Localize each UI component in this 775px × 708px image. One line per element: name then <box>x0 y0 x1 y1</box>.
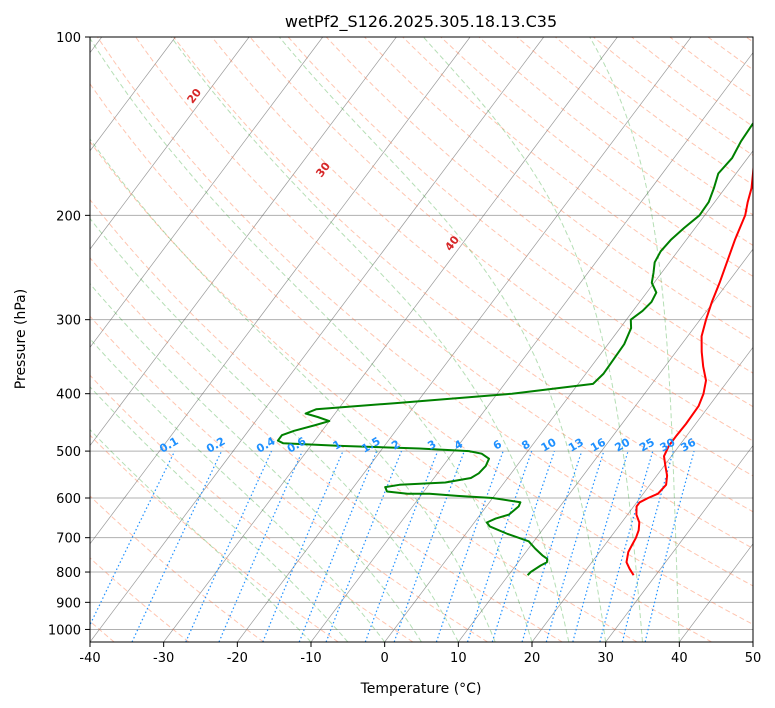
mixing-ratio-line <box>491 450 555 642</box>
isotherm-line <box>310 52 753 642</box>
y-tick-label: 900 <box>56 596 81 611</box>
axes: -40 -30 -20 -10 0 10 20 30 40 50 100 200 300 400 500 60… <box>48 31 761 666</box>
plot-frame <box>89 36 754 643</box>
moist-adiabat-line <box>278 37 607 642</box>
isotherm-line <box>90 37 250 250</box>
isotherm-line <box>605 444 753 642</box>
moist-adiabat-line <box>90 386 349 642</box>
isotherm-line <box>90 37 545 642</box>
chart-title: wetPf2_S126.2025.305.18.13.C35 <box>285 12 557 32</box>
dry-adiabat-line <box>173 37 753 513</box>
mixing-ratio-line <box>521 450 583 642</box>
mixing-ratio-line <box>621 450 674 642</box>
isotherm-line <box>458 248 753 642</box>
dry-adiabat-line <box>96 37 753 587</box>
mixing-ratio-line <box>599 450 654 642</box>
mixing-ratio-line <box>185 450 273 642</box>
mixing-ratio-line <box>262 450 344 642</box>
x-tick-label: 0 <box>381 651 389 666</box>
dry-adiabat-line <box>90 557 190 642</box>
dry-adiabat-line <box>90 315 488 642</box>
x-tick-label: 50 <box>745 651 762 666</box>
mixing-ratio-line <box>644 450 695 642</box>
dry-adiabat-line <box>90 257 563 642</box>
isotherm-line <box>163 37 618 642</box>
isotherm-line <box>90 37 471 545</box>
dry-adiabat-line <box>90 198 638 642</box>
moist-adiabat-line <box>422 37 643 642</box>
x-tick-label: 40 <box>671 651 688 666</box>
isotherm-line <box>90 37 397 447</box>
dry-adiabat-line <box>90 83 753 625</box>
data-series <box>276 122 753 576</box>
mixing-ratio-line <box>466 450 533 642</box>
mixing-ratio-line <box>90 450 176 627</box>
moist-adiabat-line <box>90 217 459 642</box>
y-tick-label: 800 <box>56 566 81 581</box>
mixing-ratio-line <box>325 450 403 642</box>
y-tick-label: 1000 <box>48 623 81 638</box>
x-tick-label: -20 <box>227 651 248 666</box>
dry-adiabat-line <box>364 37 753 341</box>
x-tick-label: -40 <box>79 651 100 666</box>
y-tick-label: 400 <box>56 388 81 403</box>
mixing-ratio-line <box>298 450 378 642</box>
isotherm-line <box>384 150 753 642</box>
dry-adiabat-line <box>211 37 753 477</box>
moist-adiabat-line <box>170 37 570 642</box>
x-axis-label: Temperature (°C) <box>360 681 482 697</box>
dry-adiabat-line <box>249 37 753 442</box>
moist-adiabat-line <box>90 282 422 642</box>
isotherm-line <box>237 37 692 642</box>
isotherm-line <box>90 37 176 152</box>
mixing-ratio-line <box>364 450 439 642</box>
temperature-profile-line <box>625 161 753 576</box>
mixing-ratio-line <box>572 450 629 642</box>
dry-adiabat-line <box>90 374 414 642</box>
y-tick-label: 700 <box>56 532 81 547</box>
dry-adiabat-line <box>325 37 753 374</box>
mixing-ratio-line <box>435 450 504 642</box>
moist-adiabat-line <box>90 138 496 642</box>
dry-adiabat-line <box>90 140 712 642</box>
y-tick-label: 200 <box>56 209 81 224</box>
moist-adiabat-line <box>589 37 680 642</box>
x-tick-label: -10 <box>300 651 321 666</box>
x-tick-label: 20 <box>524 651 541 666</box>
dry-adiabat-line <box>135 37 753 550</box>
x-tick-label: 10 <box>450 651 467 666</box>
isotherm-line <box>531 346 753 642</box>
y-tick-label: 600 <box>56 492 81 507</box>
y-tick-label: 500 <box>56 445 81 460</box>
dewpoint-profile-line <box>276 122 753 576</box>
mixing-ratio-line <box>218 450 303 642</box>
y-axis-label: Pressure (hPa) <box>13 289 29 389</box>
y-tick-label: 300 <box>56 314 81 329</box>
moist-adiabat-line <box>90 37 533 642</box>
x-tick-label: -30 <box>153 651 174 666</box>
mixing-ratio-line <box>545 450 605 642</box>
y-tick-label: 100 <box>56 31 81 46</box>
dry-adiabat-line <box>90 434 339 642</box>
dry-adiabat-line <box>402 37 753 309</box>
dry-adiabat-line <box>90 495 264 642</box>
background-lines <box>90 37 753 642</box>
isotherm-line <box>90 37 324 348</box>
moist-adiabat-line <box>90 428 312 642</box>
x-tick-label: 30 <box>597 651 614 666</box>
